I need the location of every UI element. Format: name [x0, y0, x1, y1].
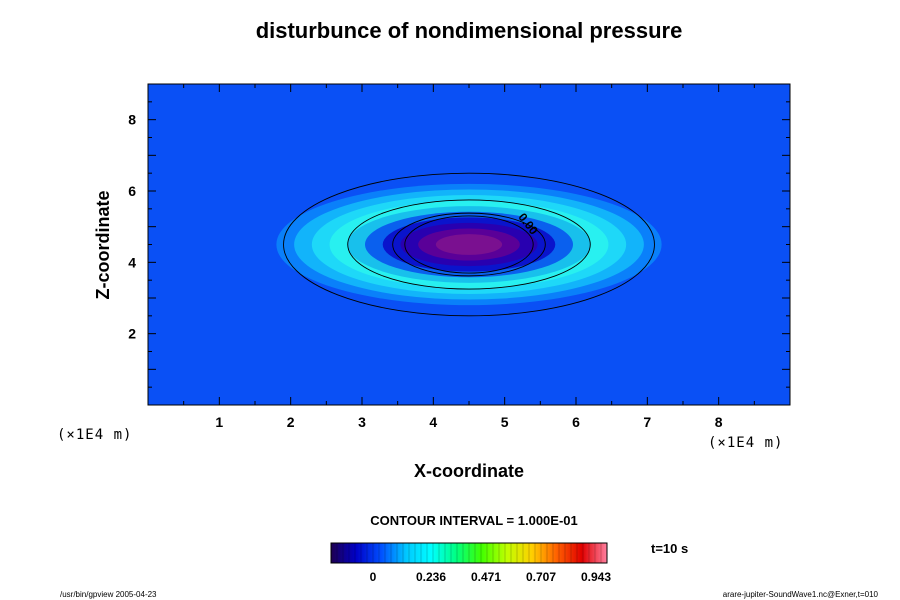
field-fills	[276, 183, 662, 306]
chart-title: disturbunce of nondimensional pressure	[256, 18, 683, 43]
colorbar-frame	[330, 542, 608, 564]
x-tick-label: 4	[429, 414, 437, 430]
x-tick-label: 6	[572, 414, 580, 430]
time-label: t=10 s	[651, 541, 688, 556]
field-layer	[148, 84, 790, 405]
footer-right: arare-jupiter-SoundWave1.nc@Exner,t=010	[723, 590, 879, 599]
x-tick-label: 5	[501, 414, 509, 430]
tick-marks	[148, 84, 790, 405]
z-tick-label: 2	[128, 326, 136, 342]
footer-left: /usr/bin/gpview 2005-04-23	[60, 590, 157, 599]
colorbar-tick-label: 0	[370, 570, 377, 584]
x-tick-label: 7	[643, 414, 651, 430]
x-tick-label: 2	[287, 414, 295, 430]
z-tick-label: 6	[128, 183, 136, 199]
colorbar-stripes	[336, 543, 602, 563]
x-unit-label: (×1E4 m)	[708, 435, 783, 451]
x-tick-label: 3	[358, 414, 366, 430]
colorbar-tick-label: 0.707	[526, 570, 556, 584]
contour-lines	[283, 172, 655, 317]
x-tick-label: 1	[215, 414, 223, 430]
contour-line	[392, 212, 546, 277]
z-tick-labels: 2 4 6 8	[128, 112, 136, 342]
contour-line	[404, 215, 534, 274]
x-tick-labels: 1 2 3 4 5 6 7 8	[215, 414, 722, 430]
field-band	[435, 234, 503, 255]
colorbar-tick-label: 0.943	[581, 570, 611, 584]
z-tick-label: 8	[128, 112, 136, 128]
contour-line	[347, 199, 591, 290]
z-axis-title: Z-coordinate	[93, 190, 113, 299]
z-unit-label: (×1E4 m)	[57, 427, 132, 443]
contour-interval-label: CONTOUR INTERVAL = 1.000E-01	[370, 513, 577, 528]
colorbar-tick-label: 0.471	[471, 570, 501, 584]
z-tick-label: 4	[128, 254, 136, 270]
x-tick-label: 8	[715, 414, 723, 430]
colorbar: 0 0.236 0.471 0.707 0.943	[330, 542, 611, 584]
colorbar-tick-label: 0.236	[416, 570, 446, 584]
x-axis-title: X-coordinate	[414, 461, 524, 481]
contour-line	[283, 172, 655, 317]
